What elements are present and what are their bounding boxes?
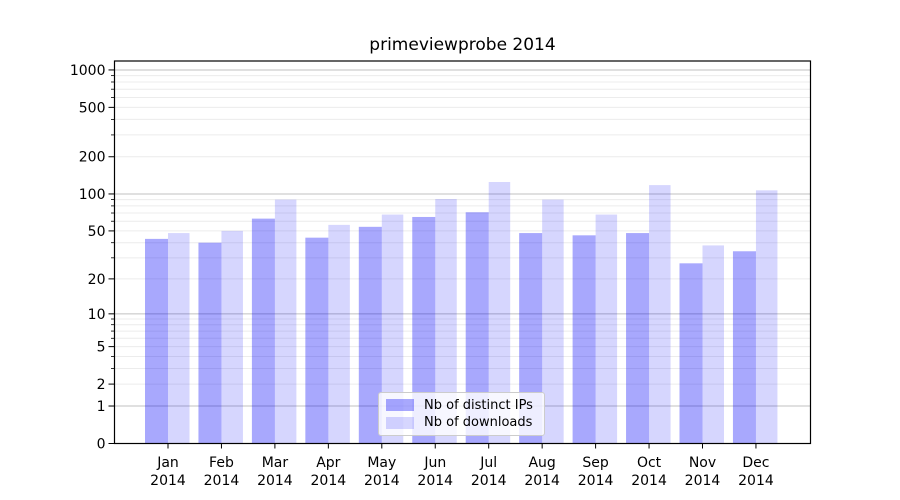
x-tick-label-year-jun: 2014 [417,473,453,489]
bar-downloads-jul [488,182,511,444]
bar-downloads-may [381,214,404,444]
x-tick-label-year-sep: 2014 [578,473,614,489]
bar-downloads-nov [702,245,724,444]
bar-downloads-mar [274,199,297,444]
x-tick-label-year-nov: 2014 [685,473,721,489]
x-tick-label-dec: Dec [742,455,769,471]
x-tick-label-nov: Nov [689,455,716,471]
bar-distinct-ips-may [358,226,382,444]
y-tick-label-50: 50 [88,224,106,240]
bar-downloads-jan [168,233,190,444]
x-tick-label-year-aug: 2014 [524,473,560,489]
x-tick-label-jan: Jan [156,455,179,471]
chart-title: primeviewprobe 2014 [369,35,556,55]
y-tick-label-20: 20 [88,272,106,288]
legend-swatch-downloads [386,416,414,429]
legend-item-distinct-ips: Nb of distinct IPs [386,398,536,413]
bar-distinct-ips-jan [145,238,168,444]
x-tick-label-may: May [367,455,396,471]
y-tick-label-0: 0 [97,437,106,453]
x-tick-label-year-apr: 2014 [311,473,347,489]
x-tick-label-jul: Jul [479,455,497,471]
bar-distinct-ips-aug [519,233,543,444]
bar-downloads-jun [435,199,457,444]
bar-downloads-sep [595,214,618,444]
x-tick-label-year-jan: 2014 [150,473,186,489]
bar-downloads-feb [221,230,243,444]
plot-border [113,60,812,445]
bar-downloads-apr [328,224,350,444]
bar-distinct-ips-dec [732,251,756,444]
x-tick-label-year-dec: 2014 [738,473,774,489]
y-tick-label-500: 500 [79,100,106,116]
y-tick-label-100: 100 [79,187,106,203]
bar-downloads-dec [755,190,778,444]
x-tick-label-apr: Apr [316,455,340,471]
x-tick-label-oct: Oct [637,455,662,471]
x-tick-label-year-mar: 2014 [257,473,293,489]
bar-distinct-ips-feb [198,242,222,444]
bar-distinct-ips-oct [626,233,650,444]
y-tick-label-5: 5 [97,340,106,356]
x-tick-label-year-feb: 2014 [204,473,240,489]
x-tick-label-year-jul: 2014 [471,473,507,489]
bar-distinct-ips-nov [679,263,703,444]
chart-legend: Nb of distinct IPs Nb of downloads [378,392,545,436]
bar-distinct-ips-jul [465,212,489,444]
y-tick-label-1000: 1000 [70,63,106,79]
legend-label-distinct-ips: Nb of distinct IPs [424,397,533,413]
legend-swatch-distinct-ips [386,399,414,412]
x-tick-label-jun: Jun [423,455,446,471]
x-tick-label-year-may: 2014 [364,473,400,489]
x-tick-label-mar: Mar [262,455,289,471]
x-tick-label-sep: Sep [582,455,609,471]
bar-distinct-ips-sep [572,235,596,444]
legend-label-downloads: Nb of downloads [424,415,533,431]
bar-distinct-ips-apr [305,237,329,444]
bar-distinct-ips-mar [251,218,275,444]
x-tick-label-feb: Feb [209,455,234,471]
bar-distinct-ips-jun [412,216,436,444]
x-tick-label-aug: Aug [528,455,555,471]
bar-downloads-aug [542,199,564,444]
y-tick-label-1: 1 [97,399,106,415]
bar-downloads-oct [649,185,671,444]
legend-item-downloads: Nb of downloads [386,415,536,430]
y-tick-label-10: 10 [88,307,106,323]
x-tick-label-year-oct: 2014 [631,473,667,489]
y-tick-label-200: 200 [79,150,106,166]
y-tick-label-2: 2 [97,377,106,393]
